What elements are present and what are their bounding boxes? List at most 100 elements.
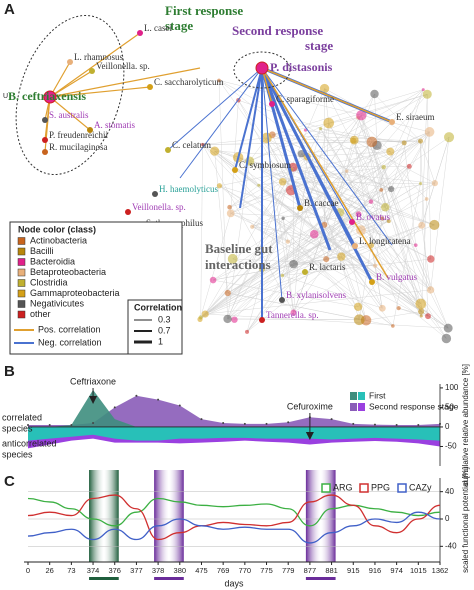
point [157,398,160,401]
node [386,147,395,156]
edge [219,185,393,327]
legend-title: Node color (class) [18,224,96,234]
node [356,110,367,121]
edge [292,167,421,305]
node-label: C. symbiosum [239,160,291,170]
node [370,89,379,99]
first-stage-label: First response [165,3,243,18]
edge [261,218,284,270]
neg-edge [261,67,283,301]
x-tick-label: 26 [46,566,54,575]
edge [301,153,367,321]
legend-swatch [17,310,26,319]
highlight-bar [305,577,336,580]
point [222,422,225,425]
pos-edge [49,67,201,98]
legend-label: Clostridia [30,277,68,287]
pos-edge [49,86,151,98]
node [418,182,423,186]
node [125,209,131,215]
edge [293,122,329,265]
x-tick-label: 974 [390,566,403,575]
edge [214,150,431,291]
x-tick-label: 770 [239,566,252,575]
highlight-bar [89,577,119,580]
node [303,128,307,132]
node [285,239,290,244]
node [379,188,384,192]
edge [370,89,424,202]
y-tick-label: -40 [445,541,457,550]
edge [354,140,383,309]
edge [227,318,360,320]
edge [227,88,325,320]
node-label: P. freudenreichii [49,130,108,140]
neg-edge [234,67,263,171]
width-label: 0.7 [158,325,171,335]
node [165,147,171,153]
edge [214,150,422,312]
edge [229,185,259,208]
node [388,185,395,193]
node [381,203,390,212]
y-tick-label: 0 [445,514,450,523]
edge [391,89,424,190]
neg-edge [260,67,332,251]
edge [214,150,367,321]
node [224,289,231,297]
edge [282,166,410,276]
edge [326,145,378,260]
node-label: R. lactaris [309,262,346,272]
y-axis-label: cumulative relative abundance [%] [461,364,470,486]
line [27,494,441,541]
area [28,395,440,427]
node [209,276,217,284]
node [406,163,412,169]
edge [398,307,429,317]
edge [205,313,449,329]
edge [354,140,372,202]
first-stage-label: stage [165,18,193,33]
point [48,424,51,426]
pos-edge [261,67,389,279]
edge [213,256,342,281]
node [323,256,330,263]
x-tick-label: 779 [282,566,295,575]
edge [421,94,428,226]
node-label: B. vulgatus [376,272,417,282]
edge [282,181,383,219]
edge [307,151,391,157]
edge [218,80,384,168]
edge [214,151,228,294]
legend-label: Betaproteobacteria [30,267,106,277]
edge [202,137,267,145]
node [366,136,378,148]
node [42,149,48,155]
edge [361,115,383,219]
legend: ActinobacteriaBacilliBacteroidiaBetaprot… [14,235,171,347]
edge [341,256,394,327]
node [319,83,330,94]
edge [199,263,294,320]
legend-swatch [397,483,407,493]
legend-label: Actinobacteria [30,235,87,245]
node-label: Tannerella. sp. [266,310,319,320]
edge [205,189,382,315]
edge [227,166,410,320]
node [353,302,363,311]
highlight [89,470,119,562]
point [352,422,355,425]
x-tick-label: 73 [67,566,75,575]
line [27,497,441,527]
edge [357,117,391,152]
node [368,199,374,204]
node [386,219,391,224]
edge [361,94,428,116]
edge [328,122,372,202]
legend-swatch [350,403,357,411]
node [42,137,48,143]
node [337,252,346,261]
neg-edge [239,67,263,209]
node [232,167,238,173]
node [345,169,349,173]
